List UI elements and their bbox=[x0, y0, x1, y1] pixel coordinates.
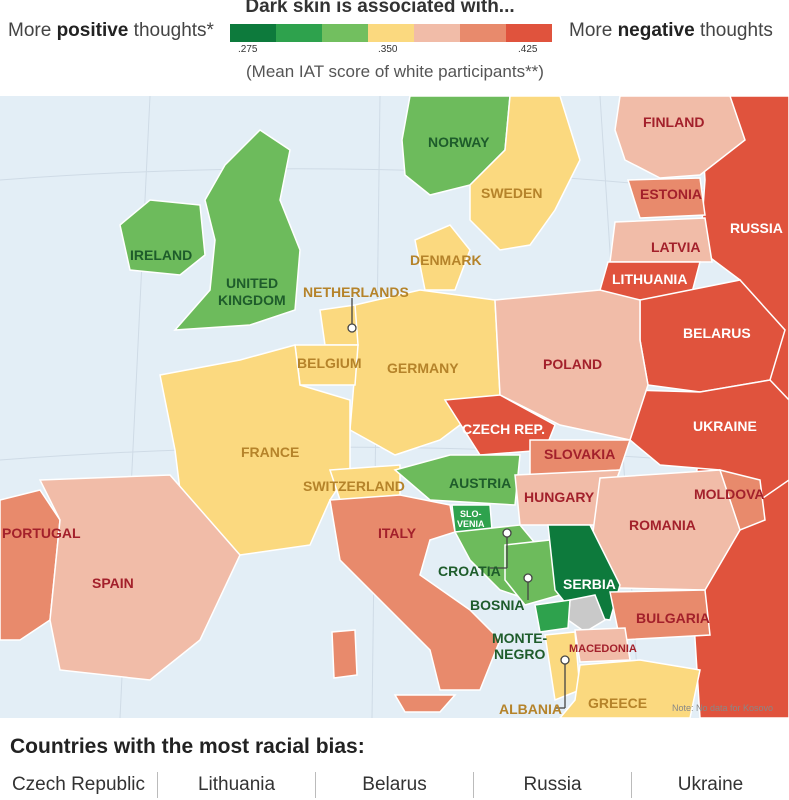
region-sweden bbox=[469, 96, 581, 251]
scale-swatch bbox=[276, 24, 322, 42]
label-belarus: BELARUS bbox=[683, 325, 751, 341]
region-bosnia bbox=[504, 539, 561, 606]
scale-swatch bbox=[368, 24, 414, 42]
list-item: Russia bbox=[474, 772, 632, 798]
region-macedonia bbox=[574, 627, 631, 663]
label-romania: ROMANIA bbox=[629, 517, 696, 533]
scale-swatch bbox=[414, 24, 460, 42]
label-spain: SPAIN bbox=[92, 575, 134, 591]
label-bosnia: BOSNIA bbox=[470, 597, 524, 613]
label-albania: ALBANIA bbox=[499, 701, 562, 717]
list-item: Ukraine bbox=[677, 774, 744, 795]
most-bias-list: Czech Republic Lithuania Belarus Russia … bbox=[0, 772, 789, 798]
label-slovenia-line1: SLO- bbox=[460, 509, 482, 519]
label-estonia: ESTONIA bbox=[640, 186, 702, 202]
label-montenegro-line2: NEGRO bbox=[494, 646, 545, 662]
label-uk-line2: KINGDOM bbox=[218, 292, 286, 308]
region-greece bbox=[559, 659, 701, 718]
label-bulgaria: BULGARIA bbox=[636, 610, 710, 626]
region-montenegro bbox=[534, 599, 571, 633]
label-netherlands: NETHERLANDS bbox=[303, 284, 409, 300]
label-ukraine: UKRAINE bbox=[693, 418, 757, 434]
scale-swatch bbox=[230, 24, 276, 42]
label-italy: ITALY bbox=[378, 525, 417, 541]
legend-subtitle: (Mean IAT score of white participants**) bbox=[246, 62, 544, 81]
label-russia: RUSSIA bbox=[730, 220, 783, 236]
negative-thoughts-label: More negative thoughts bbox=[569, 20, 773, 41]
label-finland: FINLAND bbox=[643, 114, 704, 130]
label-slovenia-line2: VENIA bbox=[457, 519, 485, 529]
region-ireland bbox=[119, 199, 206, 276]
region-estonia bbox=[626, 177, 706, 219]
label-france: FRANCE bbox=[241, 444, 299, 460]
label-moldova: MOLDOVA bbox=[694, 486, 765, 502]
label-serbia: SERBIA bbox=[563, 576, 616, 592]
label-sweden: SWEDEN bbox=[481, 185, 542, 201]
label-macedonia: MACEDONIA bbox=[569, 643, 637, 655]
scale-swatch bbox=[460, 24, 506, 42]
region-ukraine bbox=[629, 379, 789, 501]
region-denmark bbox=[414, 224, 471, 291]
scale-tick: .350 bbox=[378, 44, 398, 55]
region-italy bbox=[329, 494, 501, 691]
label-greece: GREECE bbox=[588, 695, 647, 711]
no-data-note: Note: No data for Kosovo bbox=[672, 703, 773, 713]
region-latvia bbox=[609, 217, 713, 263]
region-spain bbox=[38, 474, 241, 681]
label-uk-line1: UNITED bbox=[226, 275, 278, 291]
region-poland bbox=[494, 289, 649, 441]
positive-thoughts-label: More positive thoughts* bbox=[8, 20, 214, 41]
scale-swatch bbox=[506, 24, 552, 42]
label-poland: POLAND bbox=[543, 356, 602, 372]
region-united-kingdom bbox=[173, 129, 301, 331]
region-bulgaria bbox=[609, 589, 711, 641]
label-austria: AUSTRIA bbox=[449, 475, 511, 491]
label-germany: GERMANY bbox=[387, 360, 459, 376]
leader-lines bbox=[347, 298, 570, 709]
list-item: Belarus bbox=[316, 772, 474, 798]
scale-tick: .275 bbox=[238, 44, 258, 55]
region-finland bbox=[614, 96, 746, 179]
scale-swatch bbox=[322, 24, 368, 42]
color-scale bbox=[230, 24, 552, 42]
label-belgium: BELGIUM bbox=[297, 355, 362, 371]
region-czech-republic bbox=[443, 394, 556, 456]
list-item: Czech Republic bbox=[0, 772, 158, 798]
label-norway: NORWAY bbox=[428, 134, 490, 150]
region-sardinia bbox=[331, 629, 358, 679]
label-slovakia: SLOVAKIA bbox=[544, 446, 615, 462]
label-ireland: IRELAND bbox=[130, 247, 192, 263]
label-latvia: LATVIA bbox=[651, 239, 701, 255]
label-denmark: DENMARK bbox=[410, 252, 482, 268]
region-serbia bbox=[547, 524, 621, 621]
label-czech-republic: CZECH REP. bbox=[462, 421, 545, 437]
label-montenegro-line1: MONTE- bbox=[492, 630, 548, 646]
label-hungary: HUNGARY bbox=[524, 489, 595, 505]
label-portugal: PORTUGAL bbox=[2, 525, 81, 541]
region-sicily bbox=[393, 694, 457, 713]
label-croatia: CROATIA bbox=[438, 563, 501, 579]
most-bias-title: Countries with the most racial bias: bbox=[10, 735, 365, 758]
legend-title: Dark skin is associated with... bbox=[245, 0, 515, 17]
list-item: Lithuania bbox=[158, 772, 316, 798]
scale-tick: .425 bbox=[518, 44, 538, 55]
label-switzerland: SWITZERLAND bbox=[303, 478, 405, 494]
europe-map: FINLAND NORWAY SWEDEN ESTONIA RUSSIA LAT… bbox=[0, 96, 789, 718]
label-lithuania: LITHUANIA bbox=[612, 271, 687, 287]
